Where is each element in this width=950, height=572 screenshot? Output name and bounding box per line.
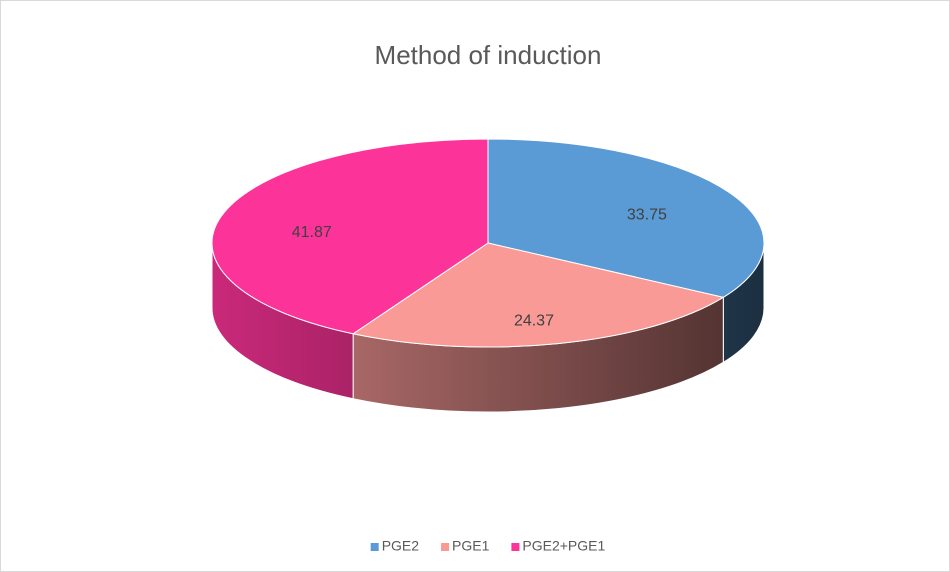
data-label: 24.37 (514, 313, 554, 330)
legend-swatch (441, 543, 450, 551)
legend-swatch (370, 543, 379, 551)
data-label: 33.75 (627, 207, 667, 224)
chart-title: Method of induction (375, 40, 602, 70)
legend-label: PGE2+PGE1 (522, 538, 605, 554)
slice (211, 138, 489, 335)
slice (351, 242, 725, 348)
legend-label: PGE1 (452, 538, 490, 554)
legend-swatch (511, 543, 520, 551)
slice (487, 138, 765, 298)
data-label: 41.87 (292, 224, 332, 241)
legend-label: PGE2 (382, 538, 420, 554)
